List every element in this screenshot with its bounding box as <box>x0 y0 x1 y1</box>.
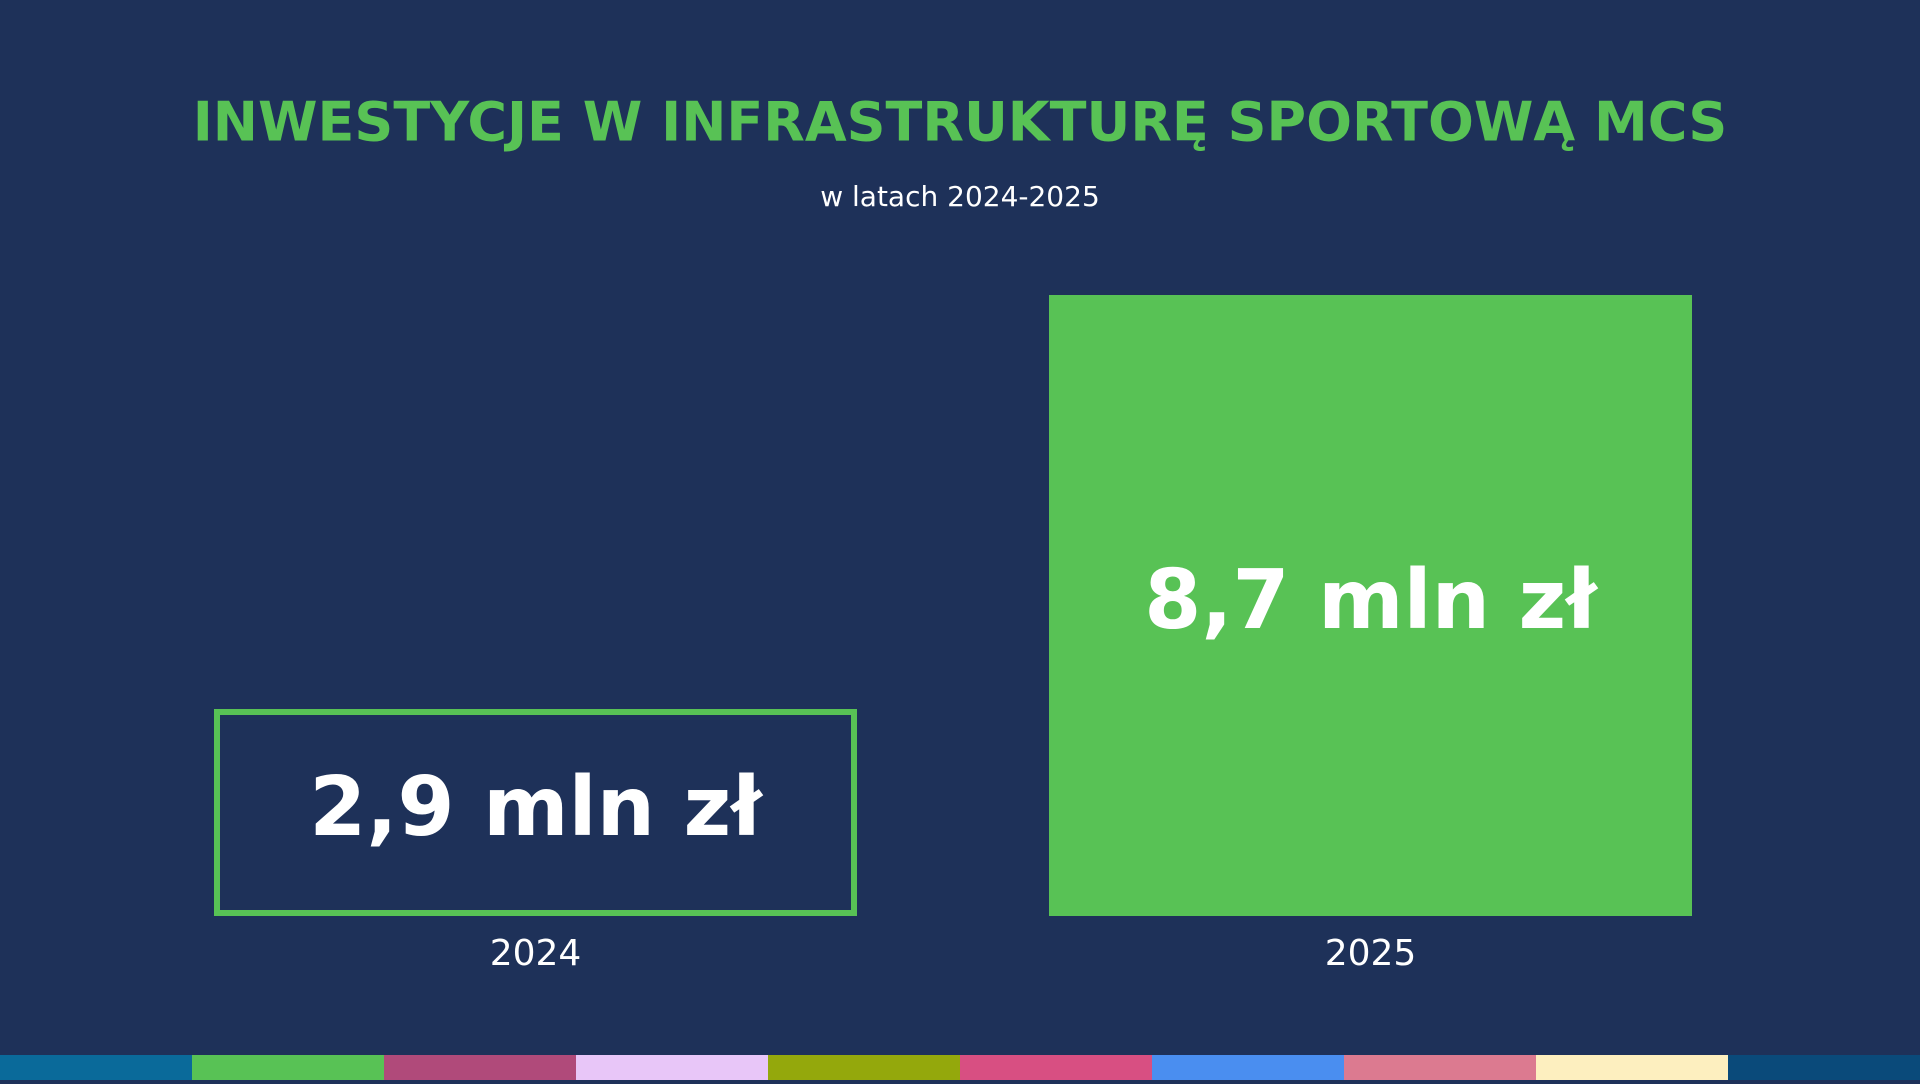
value-label: 2,9 mln zł <box>309 760 763 855</box>
stripe <box>576 1055 768 1080</box>
stripe <box>1728 1055 1920 1080</box>
stripe <box>1344 1055 1536 1080</box>
bar <box>214 709 857 916</box>
stripe <box>768 1055 960 1080</box>
stripe <box>1152 1055 1344 1080</box>
stripe <box>384 1055 576 1080</box>
stripe <box>1536 1055 1728 1080</box>
stripe <box>0 1055 192 1080</box>
stripe <box>960 1055 1152 1080</box>
x-tick-label: 2025 <box>1325 933 1417 974</box>
stripe <box>192 1055 384 1080</box>
bottom-stripe <box>0 1055 1920 1080</box>
value-label: 8,7 mln zł <box>1144 553 1598 648</box>
chart-subtitle: w latach 2024-2025 <box>820 180 1100 213</box>
bar <box>1049 295 1692 916</box>
x-tick-label: 2024 <box>490 933 582 974</box>
chart-title: INWESTYCJE W INFRASTRUKTURĘ SPORTOWĄ MCS <box>193 91 1728 154</box>
